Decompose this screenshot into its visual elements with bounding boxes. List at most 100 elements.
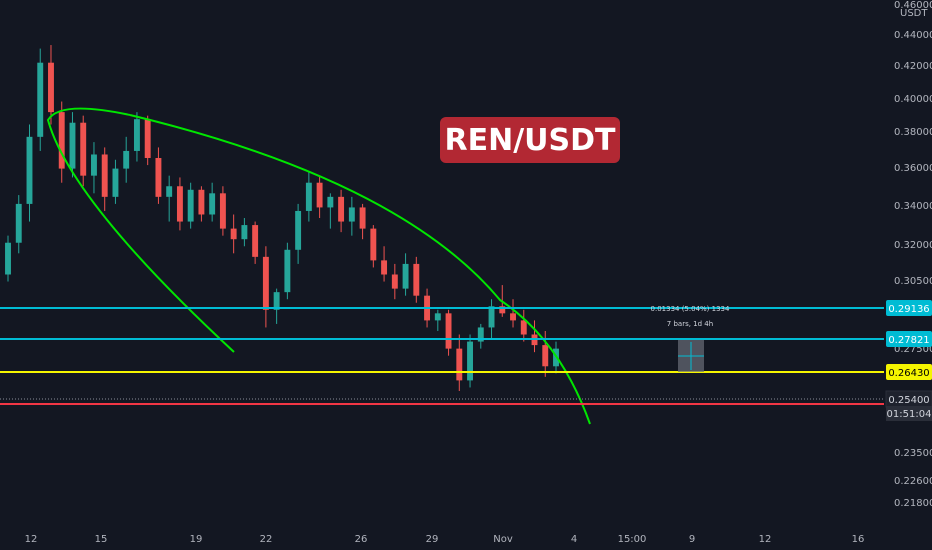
trend-curves [46, 107, 591, 425]
time-tick-label: 12 [759, 534, 772, 545]
candle-body [295, 210, 302, 250]
time-tick-label: 15:00 [618, 534, 647, 545]
level-tag [886, 300, 932, 316]
candle-body [80, 122, 87, 176]
candle-body [230, 228, 237, 240]
candle-body [381, 260, 388, 275]
candle-body [133, 119, 140, 151]
last-price-label: 0.25400 [888, 395, 929, 406]
candle-body [101, 154, 108, 197]
time-tick-label: 15 [95, 534, 108, 545]
chart-title: REN/USDT [445, 123, 617, 158]
time-tick-label: 22 [260, 534, 273, 545]
time-tick-label: 19 [190, 534, 203, 545]
measure-tool: 0.01334 (5.04%) 1334 7 bars, 1d 4h [651, 305, 730, 372]
title-badge-bg [440, 117, 620, 163]
horizontal-levels [0, 307, 884, 405]
candle-body [48, 62, 54, 113]
candle-body [391, 274, 398, 289]
price-tick-label: 0.42000 [894, 61, 932, 72]
candle-body [112, 168, 119, 197]
time-tick-label: 29 [426, 534, 439, 545]
countdown-tag [886, 406, 932, 421]
price-tick-label: 0.34000 [894, 201, 932, 212]
candle-body [499, 306, 506, 314]
level-tag-label: 0.29136 [888, 304, 929, 315]
candle-body [187, 189, 194, 222]
price-axis[interactable]: USDT 0.46000 0.44000 0.42000 0.40000 0.38000… [884, 0, 932, 526]
level-tag-label: 0.27821 [888, 335, 929, 346]
candle-body [91, 154, 97, 176]
candle-body [69, 122, 76, 169]
price-axis-bg [884, 0, 932, 526]
candle-body [219, 193, 226, 229]
candle-body [284, 249, 291, 293]
candle-body [445, 313, 452, 349]
price-tick-label: 0.30500 [894, 276, 932, 287]
candle-body [262, 256, 269, 310]
price-tick-label: 0.44000 [894, 30, 932, 41]
candle-body [348, 207, 355, 222]
candle-body [305, 182, 312, 211]
measure-label-line1: 0.01334 (5.04%) 1334 [651, 305, 730, 313]
candle-body [198, 189, 205, 215]
currency-label: USDT [900, 8, 928, 19]
chart-title-badge: REN/USDT [440, 117, 620, 163]
level-tag-label: 0.26430 [888, 368, 929, 379]
candle-body [370, 228, 377, 261]
time-tick-label: 4 [571, 534, 577, 545]
candle-body [316, 182, 323, 208]
time-tick-label: 16 [852, 534, 865, 545]
candle-body [144, 119, 151, 159]
candle-body [26, 136, 33, 204]
candle-body [413, 263, 420, 296]
time-tick-label: 9 [689, 534, 695, 545]
candle-body [15, 203, 22, 243]
measure-label-line2: 7 bars, 1d 4h [667, 320, 713, 328]
time-axis-bg [0, 526, 932, 550]
time-tick-label: Nov [493, 534, 513, 545]
candle-body [123, 150, 130, 169]
price-tick-label: 0.36000 [894, 163, 932, 174]
price-tick-label: 0.23500 [894, 448, 932, 459]
trend-curve-left [46, 107, 235, 353]
candle-body [176, 186, 183, 222]
price-tick-label: 0.22600 [894, 476, 932, 487]
price-tick-label: 0.46000 [894, 0, 932, 11]
candle-body [477, 327, 484, 342]
candle-body [338, 196, 345, 222]
candle-body [520, 320, 527, 335]
trend-curve-right [129, 114, 591, 425]
candle-body [252, 225, 259, 257]
candle-body [402, 263, 409, 289]
candlestick-series [5, 45, 559, 391]
level-tag [886, 331, 932, 347]
price-tick-label: 0.40000 [894, 94, 932, 105]
price-tick-label: 0.21800 [894, 498, 932, 509]
time-tick-label: 26 [355, 534, 368, 545]
time-axis[interactable]: 12 15 19 22 26 29 Nov 4 15:00 9 12 16 [0, 526, 932, 550]
candle-body [273, 292, 280, 310]
candle-body [467, 341, 473, 381]
candle-body [5, 242, 11, 275]
candle-body [434, 313, 441, 321]
candle-body [241, 225, 248, 240]
candle-body [359, 207, 366, 229]
price-tick-label: 0.32000 [894, 240, 932, 251]
candle-body [510, 313, 516, 321]
candle-body [488, 306, 495, 328]
level-tag [886, 364, 932, 380]
candle-body [209, 193, 216, 215]
price-tick-label: 0.27500 [894, 344, 932, 355]
candle-body [166, 186, 173, 197]
candle-body [37, 62, 44, 137]
price-tick-label: 0.38000 [894, 127, 932, 138]
candle-body [327, 196, 334, 208]
time-tick-label: 12 [25, 534, 38, 545]
candle-body [456, 348, 463, 381]
countdown-label: 01:51:04 [887, 409, 932, 420]
candle-body [542, 345, 549, 367]
candle-body [155, 158, 162, 197]
candle-body [58, 112, 65, 169]
